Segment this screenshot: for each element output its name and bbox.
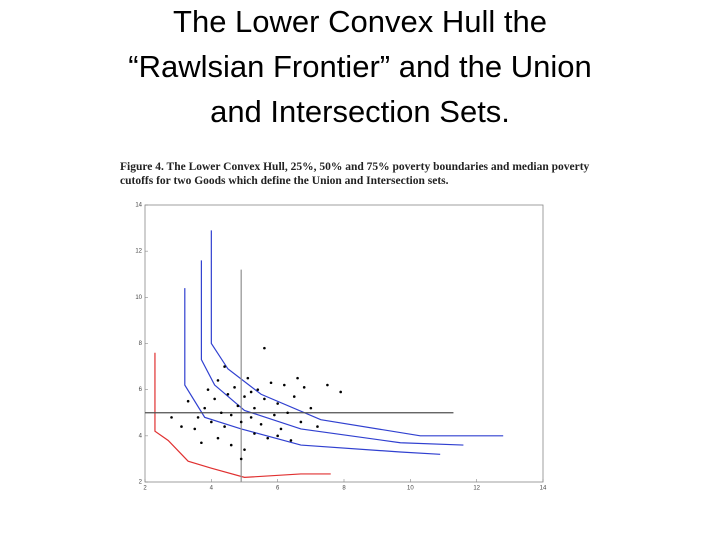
point [259,422,263,426]
point [239,457,243,461]
point [302,386,306,389]
x-tick-label: 8 [342,486,346,492]
point [219,411,223,415]
point [170,416,173,419]
line [184,288,441,455]
point [283,383,286,387]
line [200,260,464,446]
y-tick-label: 10 [135,295,142,301]
point [292,395,296,398]
point [316,425,319,428]
caption-line: Figure 4. The Lower Convex Hull, 25%, 50… [120,161,590,173]
point [180,425,183,428]
point [229,413,233,417]
x-tick-label: 14 [540,486,547,492]
point [233,386,236,389]
point [200,441,203,445]
point [216,379,220,382]
y-tick-label: 14 [135,203,142,209]
x-tick-label: 2 [143,486,147,492]
caption-line: cutoffs for two Goods which define the U… [120,175,449,187]
x-tick-label: 10 [407,486,414,492]
plot-frame [144,204,544,483]
title-line: “Rawlsian Frontier” and the Union [128,49,592,84]
title-line: The Lower Convex Hull the [173,4,547,39]
point [243,448,246,451]
point [253,432,256,435]
y-tick-label: 8 [139,341,143,347]
x-tick-label: 6 [276,486,280,492]
point [296,376,299,380]
point [249,390,253,394]
y-tick-label: 2 [139,480,143,486]
y-tick-label: 4 [139,433,143,439]
point [266,436,270,440]
title-line: and Intersection Sets. [210,94,510,129]
point [279,427,283,431]
point [229,443,233,447]
y-tick-label: 12 [135,249,142,255]
point [263,346,266,350]
point [253,406,256,410]
y-tick-label: 6 [139,387,143,393]
point [249,416,253,419]
point [263,397,266,401]
x-tick-label: 12 [473,486,480,492]
point [309,406,313,410]
point [223,365,226,368]
point [236,404,240,408]
point [269,381,273,385]
point [196,416,200,419]
point [243,395,246,398]
point [273,413,276,417]
point [256,388,260,391]
point [223,425,226,428]
point [213,397,216,401]
point [299,420,303,424]
point [286,411,289,415]
point [203,406,206,410]
point [276,434,279,438]
point [276,402,279,405]
point [326,383,329,387]
point [206,388,210,391]
point [193,427,197,431]
point [246,376,250,380]
line [154,352,331,478]
point [289,439,293,442]
point [210,420,213,424]
point [216,436,220,440]
point [239,420,243,424]
x-tick-label: 4 [210,486,214,492]
point [226,392,230,396]
point [186,399,190,403]
line [210,230,504,437]
point [339,390,342,394]
